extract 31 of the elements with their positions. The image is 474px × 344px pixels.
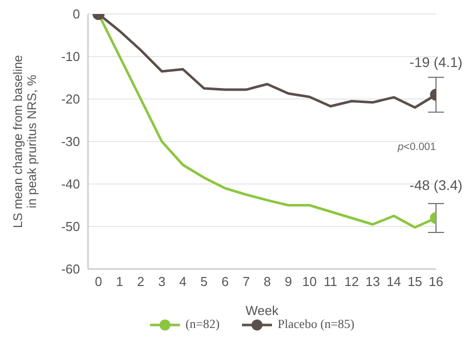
data-label: -48 (3.4) [410,177,462,193]
x-tick-label: 8 [264,274,271,290]
y-tick-label: -10 [61,49,80,64]
x-tick-label: 10 [302,274,317,290]
x-tick-label: 14 [386,274,402,290]
y-tick-label: 0 [72,6,80,22]
x-tick-label: 11 [324,274,338,290]
x-tick-label: 12 [344,274,359,290]
data-label: -19 (4.1) [410,54,462,70]
x-tick-label: 2 [137,274,144,290]
x-tick-label: 4 [179,274,187,290]
legend-label: (n=82) [186,317,220,332]
y-axis-title: LS mean change from baseline in peak pruritus NRS, % [11,54,39,228]
legend-label: Placebo (n=85) [278,317,354,332]
y-tick-label: -50 [61,219,80,234]
y-tick-label: -20 [61,92,80,107]
x-tick-label: 9 [284,274,292,290]
x-tick-label: 6 [221,274,229,290]
y-tick-label: -30 [61,134,80,150]
x-tick-label: 13 [365,274,380,290]
x-tick-label: 5 [200,274,208,290]
y-tick-label: -60 [61,262,80,277]
x-axis-title: Week [246,303,279,318]
x-tick-label: 15 [408,274,422,290]
x-tick-label: 3 [158,274,166,290]
x-tick-label: 16 [428,274,444,290]
x-tick-label: 1 [116,274,124,290]
y-tick-label: -40 [61,176,80,192]
x-tick-label: 0 [94,274,102,290]
x-tick-label: 7 [242,274,250,290]
annotation: p<0.001 [396,141,436,153]
